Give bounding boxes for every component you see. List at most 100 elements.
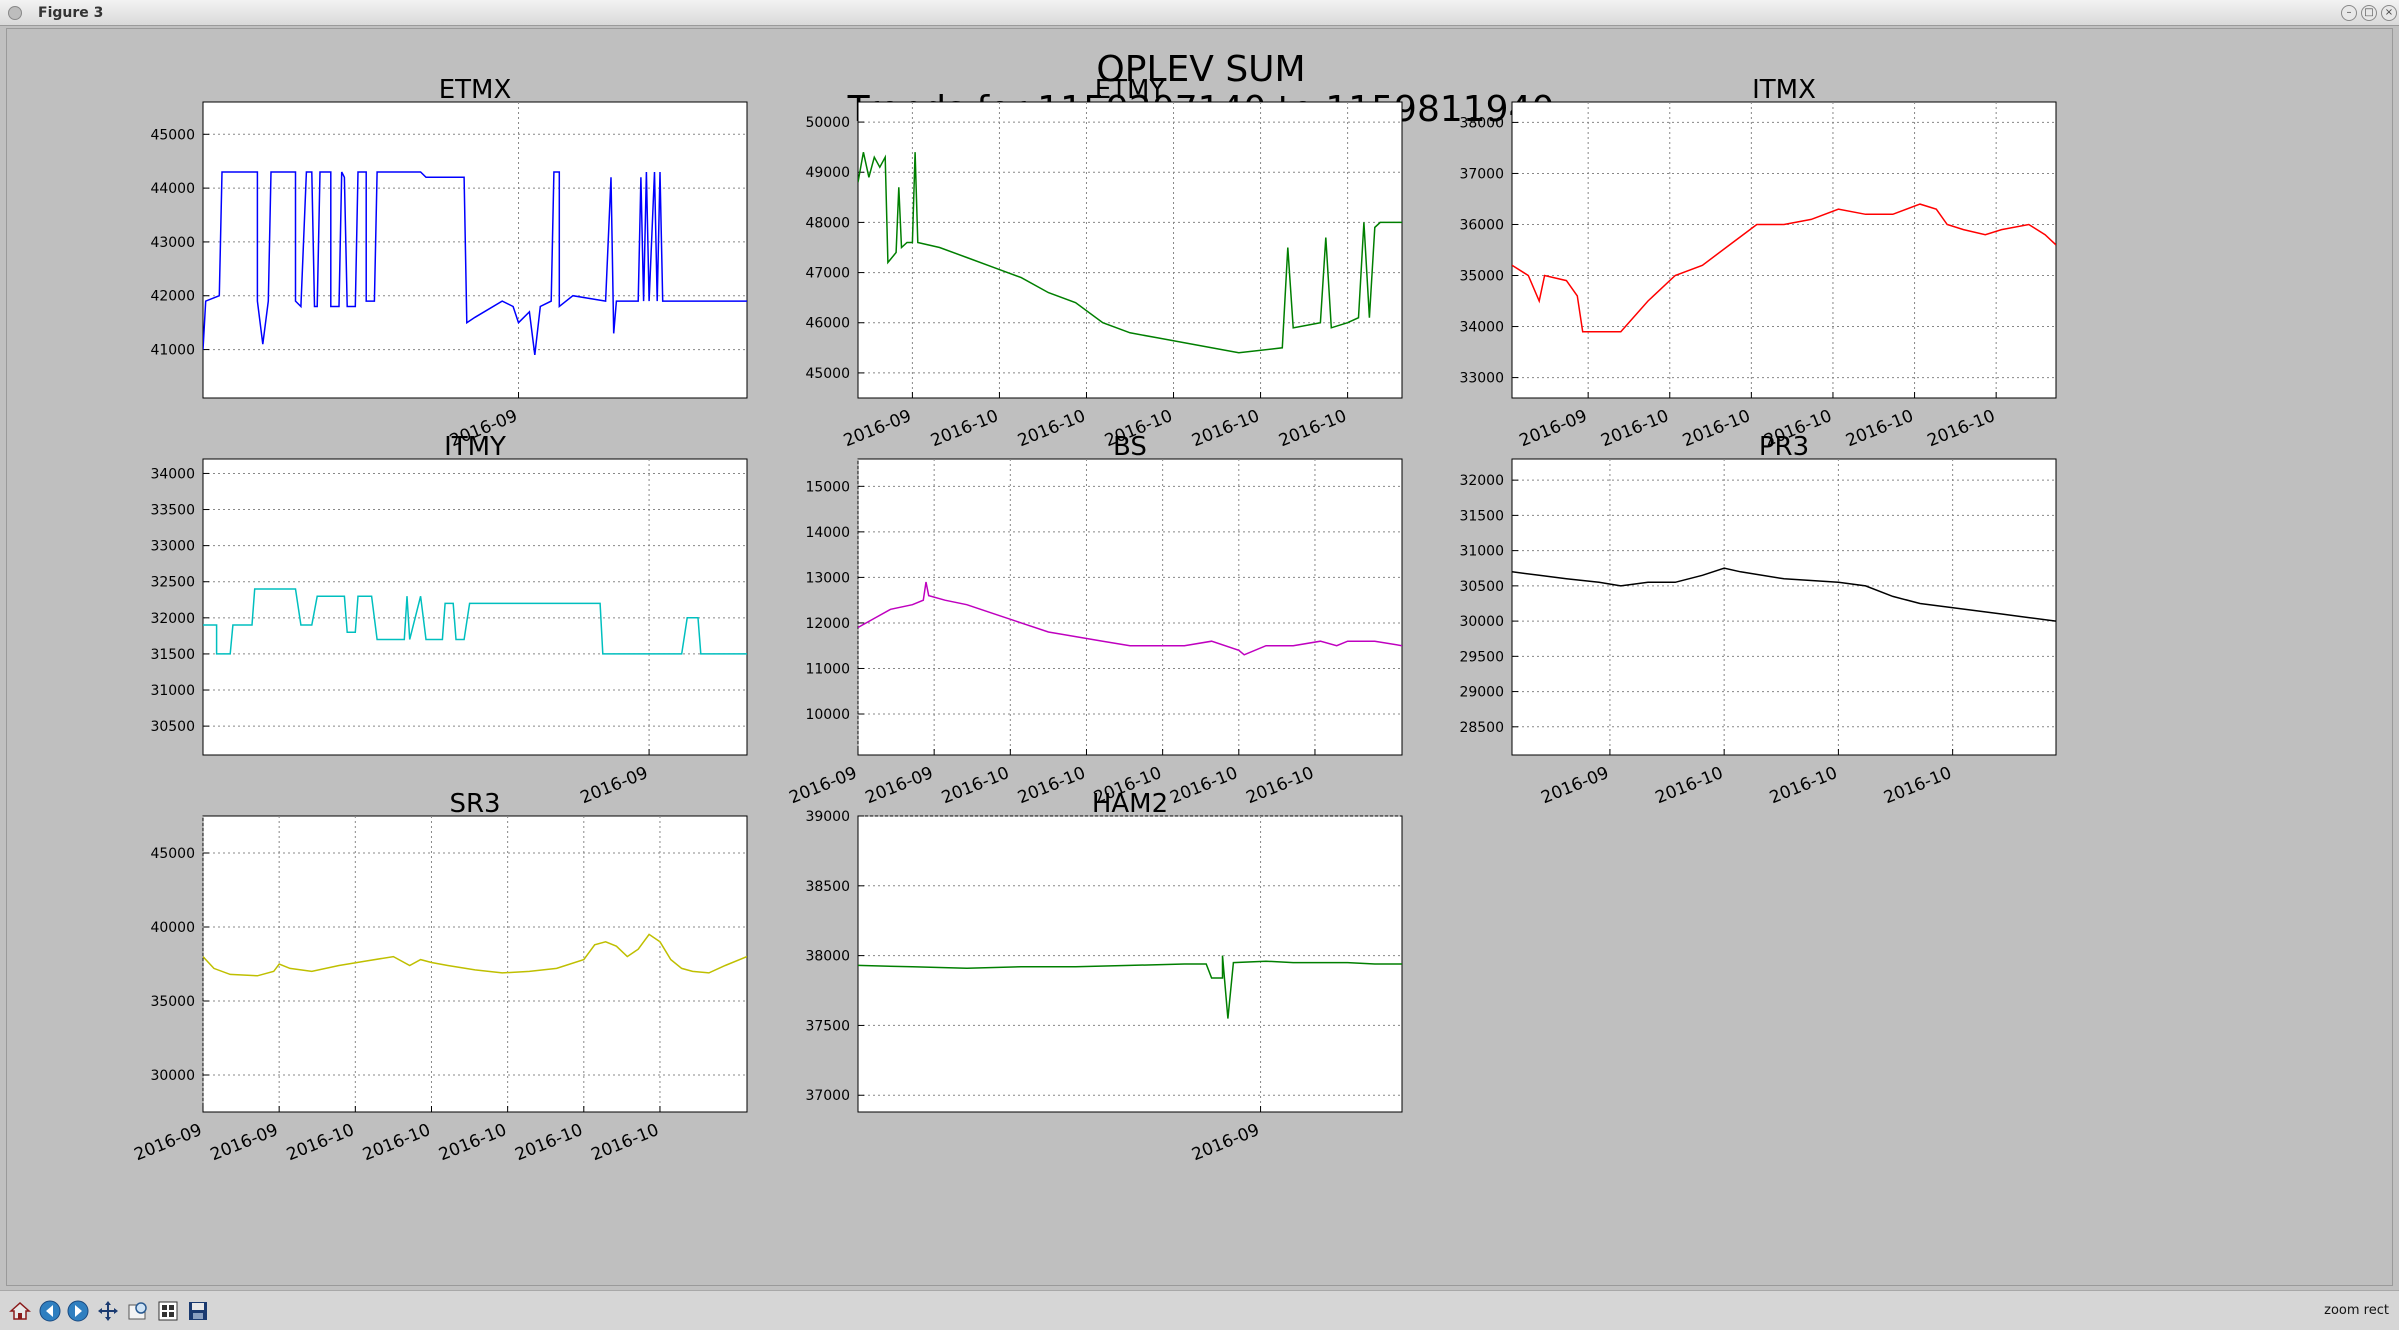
save-icon[interactable] <box>186 1299 210 1323</box>
x-tick-label: 2016-10 <box>1881 763 1954 808</box>
subplot-title: ITMY <box>444 432 506 462</box>
subplot-ham2: 37000 37500 38000 38500 39000 2016-09 HAM2 <box>805 789 1403 1165</box>
subplot-title: HAM2 <box>1092 789 1168 819</box>
axes-frame <box>857 815 1403 1113</box>
figure-suptitle-line-0: OPLEV SUM <box>1096 49 1305 90</box>
x-tick-label: 2016-10 <box>1843 406 1916 451</box>
y-tick-label: 37500 <box>805 1018 850 1034</box>
navigation-toolbar: zoom rect <box>0 1290 2399 1330</box>
x-tick-label: 2016-10 <box>360 1120 433 1165</box>
x-tick-label: 2016-10 <box>1276 406 1349 451</box>
subplot-title: ETMY <box>1095 75 1166 105</box>
y-tick-label: 11000 <box>805 661 850 677</box>
y-tick-label: 38000 <box>805 949 850 965</box>
y-tick-label: 37000 <box>805 1088 850 1104</box>
axes-frame <box>857 101 1403 399</box>
home-icon[interactable] <box>8 1299 32 1323</box>
pan-icon[interactable] <box>96 1299 120 1323</box>
y-tick-label: 46000 <box>805 316 850 332</box>
y-tick-label: 49000 <box>805 165 850 181</box>
x-tick-label: 2016-09 <box>578 763 651 808</box>
y-tick-label: 30000 <box>1459 614 1504 630</box>
series-line-bs <box>858 581 1402 656</box>
y-tick-label: 38500 <box>805 879 850 895</box>
y-tick-label: 45000 <box>805 366 850 382</box>
x-tick-label: 2016-10 <box>436 1120 509 1165</box>
y-tick-label: 31500 <box>150 647 195 663</box>
y-tick-label: 50000 <box>805 115 850 131</box>
x-tick-label: 2016-10 <box>1598 406 1671 451</box>
chart-svg[interactable]: OPLEV SUMTrends for 1159207140 to 115981… <box>7 29 2394 1287</box>
back-icon[interactable] <box>38 1299 62 1323</box>
x-tick-label: 2016-10 <box>512 1120 585 1165</box>
forward-icon[interactable] <box>66 1299 90 1323</box>
zoom-icon[interactable] <box>126 1299 150 1323</box>
subplot-title: PR3 <box>1759 432 1809 462</box>
window-titlebar: Figure 3 – □ × <box>0 0 2399 26</box>
subplot-itmy: 30500 31000 31500 32000 32500 33000 33500 34000… <box>150 432 748 808</box>
x-tick-label: 2016-10 <box>1015 406 1088 451</box>
y-tick-label: 40000 <box>150 920 195 936</box>
axes-frame <box>202 101 748 399</box>
y-tick-label: 31000 <box>150 683 195 699</box>
y-tick-label: 13000 <box>805 570 850 586</box>
x-tick-label: 2016-09 <box>1517 406 1590 451</box>
x-tick-label: 2016-09 <box>1189 1120 1262 1165</box>
y-tick-label: 43000 <box>150 235 195 251</box>
x-tick-label: 2016-10 <box>1653 763 1726 808</box>
y-tick-label: 15000 <box>805 479 850 495</box>
y-tick-label: 33000 <box>150 539 195 555</box>
y-tick-label: 14000 <box>805 525 850 541</box>
axes-frame <box>857 458 1403 756</box>
y-tick-label: 38000 <box>1459 115 1504 131</box>
y-tick-label: 33500 <box>150 503 195 519</box>
x-tick-label: 2016-10 <box>1767 763 1840 808</box>
y-tick-label: 32500 <box>150 575 195 591</box>
y-tick-label: 42000 <box>150 289 195 305</box>
x-tick-label: 2016-09 <box>208 1120 281 1165</box>
axes-frame <box>1511 458 2057 756</box>
series-line-ham2 <box>858 955 1402 1019</box>
y-tick-label: 33000 <box>1459 371 1504 387</box>
series-line-itmx <box>1512 203 2056 333</box>
close-icon[interactable]: × <box>2381 5 2397 21</box>
y-tick-label: 10000 <box>805 707 850 723</box>
series-line-sr3 <box>203 933 747 977</box>
y-tick-label: 35000 <box>150 994 195 1010</box>
series-line-itmy <box>203 588 747 655</box>
axes-frame <box>1511 101 2057 399</box>
y-tick-label: 45000 <box>150 127 195 143</box>
y-tick-label: 35000 <box>1459 269 1504 285</box>
x-tick-label: 2016-10 <box>588 1120 661 1165</box>
x-tick-label: 2016-10 <box>928 406 1001 451</box>
subplot-etmy: 45000 46000 47000 48000 49000 50000 2016-09 201… <box>805 75 1403 451</box>
x-tick-label: 2016-10 <box>1243 763 1316 808</box>
y-tick-label: 37000 <box>1459 166 1504 182</box>
window-title: Figure 3 <box>38 5 104 21</box>
configure-subplots-icon[interactable] <box>156 1299 180 1323</box>
window-menu-icon[interactable] <box>8 6 22 20</box>
x-tick-label: 2016-10 <box>1015 763 1088 808</box>
x-tick-label: 2016-09 <box>132 1120 205 1165</box>
subplot-title: ETMX <box>439 75 512 105</box>
series-line-etmy <box>858 152 1402 354</box>
series-line-etmx <box>203 171 747 355</box>
minimize-icon[interactable]: – <box>2341 5 2357 21</box>
y-tick-label: 48000 <box>805 215 850 231</box>
figure-canvas[interactable]: OPLEV SUMTrends for 1159207140 to 115981… <box>6 28 2393 1286</box>
subplot-title: ITMX <box>1752 75 1816 105</box>
y-tick-label: 32000 <box>150 611 195 627</box>
maximize-icon[interactable]: □ <box>2361 5 2377 21</box>
y-tick-label: 31500 <box>1459 508 1504 524</box>
y-tick-label: 44000 <box>150 181 195 197</box>
subplot-pr3: 28500 29000 29500 30000 30500 31000 31500 32000… <box>1459 432 2057 808</box>
x-tick-label: 2016-09 <box>863 763 936 808</box>
y-tick-label: 30500 <box>1459 579 1504 595</box>
series-line-pr3 <box>1512 567 2056 622</box>
x-tick-label: 2016-10 <box>1189 406 1262 451</box>
y-tick-label: 28500 <box>1459 720 1504 736</box>
